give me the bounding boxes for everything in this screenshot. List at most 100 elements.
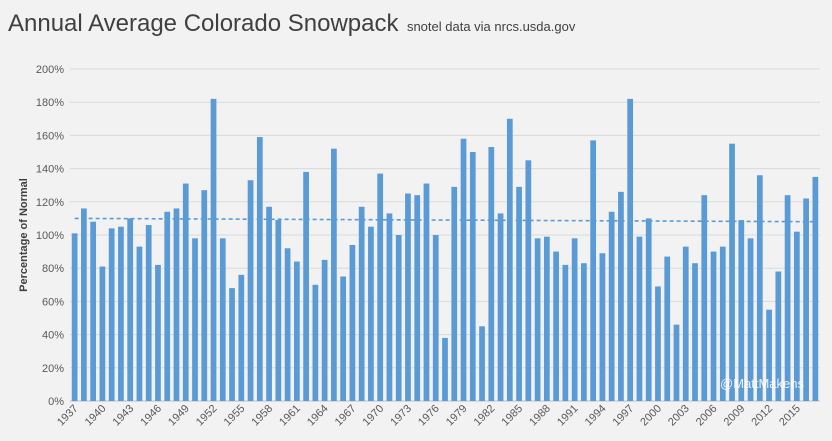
x-tick-label: 2012: [749, 403, 775, 429]
bar: [155, 264, 161, 401]
x-tick-label: 1985: [499, 403, 525, 429]
bar: [386, 213, 393, 401]
bar: [682, 246, 689, 401]
y-tick-label: 60%: [42, 296, 64, 308]
bar: [812, 176, 819, 401]
bar: [562, 264, 569, 401]
y-tick-label: 200%: [36, 64, 64, 76]
bar: [377, 173, 384, 401]
x-tick-label: 1958: [249, 403, 275, 429]
bar: [293, 261, 300, 401]
bar: [71, 233, 78, 401]
bar: [201, 190, 208, 401]
bar: [710, 251, 717, 401]
x-tick-label: 1988: [527, 403, 553, 429]
x-tick-label: 1952: [194, 403, 220, 429]
bar: [423, 183, 430, 401]
bar: [692, 263, 698, 401]
x-tick-label: 1949: [166, 403, 192, 429]
bar: [479, 326, 485, 401]
x-tick-label: 1982: [472, 403, 498, 429]
bar: [303, 171, 309, 401]
bar: [608, 211, 615, 401]
bars: [71, 98, 819, 402]
x-tick-label: 1994: [583, 403, 609, 429]
y-axis-label: Percentage of Normal: [18, 178, 30, 292]
x-tick-label: 2009: [722, 403, 748, 429]
y-tick-label: 0%: [48, 396, 64, 408]
bar: [627, 98, 634, 401]
y-tick-label: 180%: [36, 97, 64, 109]
bar: [738, 220, 745, 401]
bar: [312, 284, 319, 401]
bar: [275, 220, 282, 401]
bar: [543, 236, 550, 401]
x-tick-label: 1973: [388, 403, 414, 429]
x-tick-label: 1946: [138, 403, 164, 429]
x-tick-label: 1961: [277, 403, 303, 429]
x-tick-label: 2000: [638, 403, 664, 429]
x-tick-label: 1979: [444, 403, 470, 429]
trendline-group: [74, 217, 816, 223]
x-tick-label: 2003: [666, 403, 692, 429]
bar: [729, 143, 735, 401]
bar: [636, 236, 643, 401]
bar: [581, 263, 587, 401]
bar: [210, 98, 217, 401]
y-tick-label: 160%: [36, 130, 64, 142]
x-tick-label: 2006: [694, 403, 720, 429]
bar: [784, 195, 791, 401]
bar: [451, 186, 458, 401]
bar: [284, 248, 291, 401]
chart-title-block: Annual Average Colorado Snowpack snotel …: [8, 10, 575, 38]
bar: [488, 147, 495, 401]
bar: [599, 253, 606, 401]
y-tick-label: 120%: [36, 197, 64, 209]
bar: [256, 137, 263, 401]
x-tick-label: 1970: [361, 403, 387, 429]
bar: [90, 221, 97, 401]
bar: [516, 186, 522, 401]
x-tick-label: 1943: [111, 403, 137, 429]
x-axis: 1937 1940 1943 1946 1949 1952 1955 1958 1961 1964…: [55, 403, 803, 429]
bar: [571, 238, 578, 401]
bar: [460, 138, 467, 401]
chart-subtitle: snotel data via nrcs.usda.gov: [406, 19, 576, 34]
bar: [405, 193, 411, 401]
bar: [497, 213, 504, 401]
bar: [525, 160, 532, 401]
bar: [266, 206, 272, 401]
bar: [673, 324, 680, 401]
bar: [108, 228, 115, 401]
bar: [368, 226, 374, 401]
bar: [136, 246, 143, 401]
bar: [719, 246, 726, 401]
bar: [442, 337, 448, 401]
x-tick-label: 2015: [777, 403, 803, 429]
bar: [127, 218, 134, 401]
bar: [219, 238, 226, 401]
bar: [192, 238, 198, 401]
x-tick-label: 1991: [555, 403, 581, 429]
bar: [469, 152, 476, 401]
y-tick-label: 140%: [36, 164, 64, 176]
x-tick-label: 1997: [611, 403, 637, 429]
bar: [747, 238, 754, 401]
bar: [803, 198, 809, 401]
watermark: @MattMakens: [720, 376, 804, 391]
bar: [432, 235, 439, 401]
bar: [99, 266, 106, 401]
trendline: [74, 217, 816, 223]
x-tick-label: 1940: [83, 403, 109, 429]
y-axis: 0% 20% 40% 60% 80% 100% 120% 140% 160% 180% 200% Pe…: [18, 64, 64, 408]
bar: [118, 226, 124, 401]
bar: [534, 238, 541, 401]
bar: [395, 235, 402, 401]
bar: [81, 208, 87, 401]
bar: [340, 276, 347, 401]
x-tick-label: 1967: [333, 403, 359, 429]
bar: [664, 256, 671, 401]
bar: [173, 208, 180, 401]
